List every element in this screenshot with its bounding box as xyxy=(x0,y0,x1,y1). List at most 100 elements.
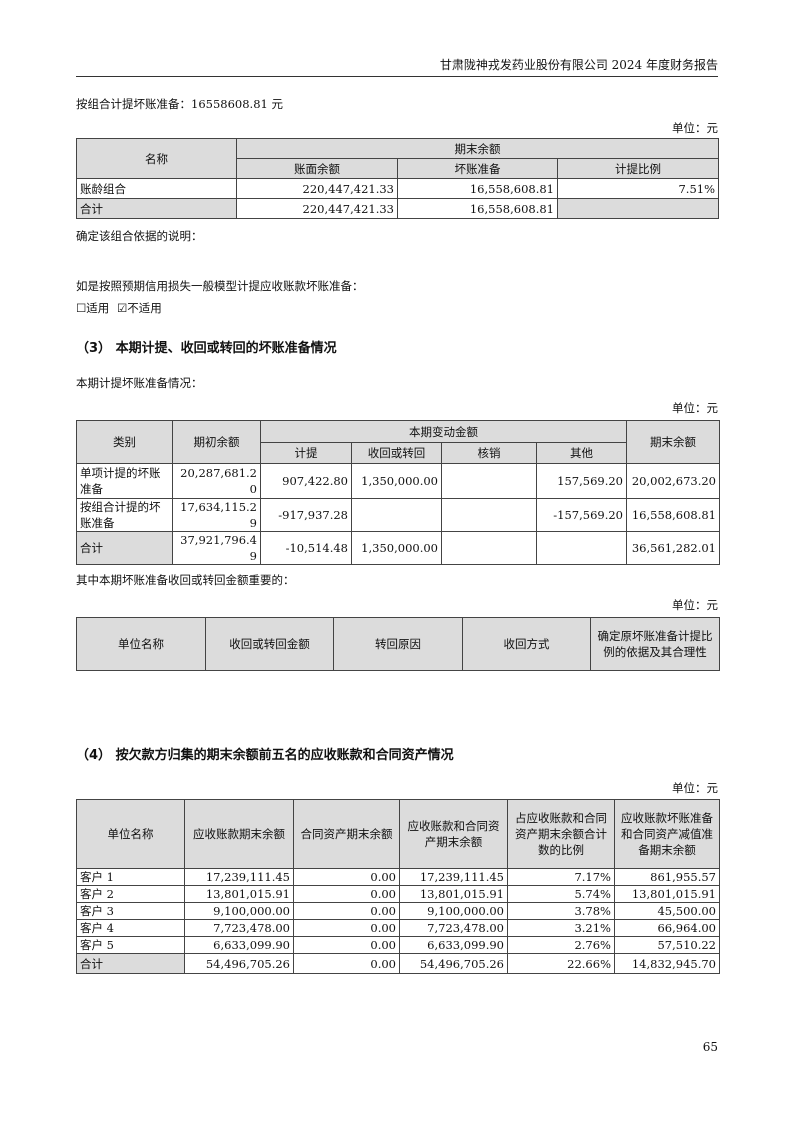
sub-header: 收回或转回 xyxy=(351,442,442,464)
cell xyxy=(351,498,442,532)
cell: 3.78% xyxy=(507,902,615,920)
cell: 17,239,111.45 xyxy=(184,868,294,886)
row-label: 客户 3 xyxy=(76,902,185,920)
cell: 37,921,796.49 xyxy=(172,531,261,565)
important-note: 其中本期坏账准备收回或转回金额重要的： xyxy=(76,573,295,587)
bad-debt-change-table: 类别 期初余额 本期变动金额 期末余额 计提 收回或转回 核销 其他 单项计提的… xyxy=(76,420,720,565)
col-header: 应收账款和合同资产期末余额 xyxy=(399,799,508,869)
combination-table: 名称 期末余额 账面余额 坏账准备 计提比例 账龄组合 220,447,421.… xyxy=(76,138,720,219)
cell: 7.17% xyxy=(507,868,615,886)
cell: 9,100,000.00 xyxy=(184,902,294,920)
row-label: 合计 xyxy=(76,953,185,974)
row-label: 单项计提的坏账准备 xyxy=(76,463,173,499)
col-header: 确定原坏账准备计提比例的依据及其合理性 xyxy=(590,617,720,671)
table-row: 客户 1 17,239,111.45 0.00 17,239,111.45 7.17% 8… xyxy=(76,868,720,886)
col-header: 收回方式 xyxy=(462,617,591,671)
cell: 45,500.00 xyxy=(614,902,720,920)
cell: 账龄组合 xyxy=(76,178,237,199)
cell: 2.76% xyxy=(507,936,615,954)
col-header: 转回原因 xyxy=(333,617,463,671)
cell: 0.00 xyxy=(293,936,400,954)
table-row: 单项计提的坏账准备 20,287,681.20 907,422.80 1,350,00… xyxy=(76,463,720,499)
table-row: 客户 2 13,801,015.91 0.00 13,801,015.91 5.74% 1… xyxy=(76,885,720,903)
sub-header: 计提 xyxy=(260,442,352,464)
table-row: 客户 5 6,633,099.90 0.00 6,633,099.90 2.76% 57,… xyxy=(76,936,720,954)
cell: 0.00 xyxy=(293,953,400,974)
col-header: 账面余额 xyxy=(236,158,398,179)
cell: -157,569.20 xyxy=(536,498,627,532)
cell: 20,287,681.20 xyxy=(172,463,261,499)
category-header: 类别 xyxy=(76,420,173,464)
cell: 220,447,421.33 xyxy=(236,178,398,199)
col-header: 占应收账款和合同资产期末余额合计数的比例 xyxy=(507,799,615,869)
cell: 1,350,000.00 xyxy=(351,531,442,565)
cell: 17,634,115.29 xyxy=(172,498,261,532)
cell xyxy=(441,498,537,532)
table-row: 按组合计提的坏账准备 17,634,115.29 -917,937.28 -157,5… xyxy=(76,498,720,532)
col-header: 合同资产期末余额 xyxy=(293,799,400,869)
applicable-checkbox: ☐适用 xyxy=(76,301,110,315)
cell: 861,955.57 xyxy=(614,868,720,886)
cell: 54,496,705.26 xyxy=(399,953,508,974)
cell: -917,937.28 xyxy=(260,498,352,532)
cell: -10,514.48 xyxy=(260,531,352,565)
section-3-title: （3） 本期计提、收回或转回的坏账准备情况 xyxy=(76,341,337,356)
cell: 7.51% xyxy=(556,178,720,199)
section-3-subtitle: 本期计提坏账准备情况： xyxy=(76,376,203,390)
cell: 16,558,608.81 xyxy=(397,198,558,219)
row-label: 客户 5 xyxy=(76,936,185,954)
cell xyxy=(556,198,720,219)
ecl-options: ☐适用 ☑不适用 xyxy=(76,300,162,316)
ecl-note: 如是按照预期信用损失一般模型计提应收账款坏账准备： xyxy=(76,279,364,293)
unit-label: 单位：元 xyxy=(672,598,718,612)
section-4-title: （4） 按欠款方归集的期末余额前五名的应收账款和合同资产情况 xyxy=(76,748,454,763)
unit-label: 单位：元 xyxy=(672,781,718,795)
cell: 57,510.22 xyxy=(614,936,720,954)
sub-header: 其他 xyxy=(536,442,627,464)
cell: 16,558,608.81 xyxy=(626,498,720,532)
basis-note: 确定该组合依据的说明： xyxy=(76,229,203,243)
not-applicable-checkbox: ☑不适用 xyxy=(116,301,162,315)
unit-label: 单位：元 xyxy=(672,121,718,135)
cell: 220,447,421.33 xyxy=(236,198,398,219)
cell: 13,801,015.91 xyxy=(614,885,720,903)
cell: 0.00 xyxy=(293,919,400,937)
intro-text: 按组合计提坏账准备：16558608.81 元 xyxy=(76,97,283,111)
cell: 20,002,673.20 xyxy=(626,463,720,499)
cell: 13,801,015.91 xyxy=(184,885,294,903)
cell: 157,569.20 xyxy=(536,463,627,499)
col-header: 坏账准备 xyxy=(397,158,558,179)
cell: 22.66% xyxy=(507,953,615,974)
cell xyxy=(441,531,537,565)
cell: 3.21% xyxy=(507,919,615,937)
row-label: 合计 xyxy=(76,531,173,565)
cell: 1,350,000.00 xyxy=(351,463,442,499)
unit-label: 单位：元 xyxy=(672,401,718,415)
opening-header: 期初余额 xyxy=(172,420,261,464)
cell: 66,964.00 xyxy=(614,919,720,937)
col-header: 收回或转回金额 xyxy=(205,617,334,671)
cell xyxy=(536,531,627,565)
table-row: 客户 3 9,100,000.00 0.00 9,100,000.00 3.78% 45,… xyxy=(76,902,720,920)
name-header: 名称 xyxy=(76,138,237,179)
table-row: 合计 37,921,796.49 -10,514.48 1,350,000.00 36,… xyxy=(76,531,720,565)
cell: 36,561,282.01 xyxy=(626,531,720,565)
cell: 0.00 xyxy=(293,902,400,920)
row-label: 客户 1 xyxy=(76,868,185,886)
col-header: 单位名称 xyxy=(76,799,185,869)
cell: 54,496,705.26 xyxy=(184,953,294,974)
sub-header: 核销 xyxy=(441,442,537,464)
change-header: 本期变动金额 xyxy=(260,420,627,443)
cell: 0.00 xyxy=(293,868,400,886)
cell: 6,633,099.90 xyxy=(399,936,508,954)
col-header: 计提比例 xyxy=(556,158,720,179)
col-header: 单位名称 xyxy=(76,617,206,671)
cell xyxy=(441,463,537,499)
table-row: 合计 220,447,421.33 16,558,608.81 xyxy=(76,198,720,219)
cell: 7,723,478.00 xyxy=(184,919,294,937)
top-five-table: 单位名称 应收账款期末余额 合同资产期末余额 应收账款和合同资产期末余额 占应收… xyxy=(76,799,720,974)
cell: 907,422.80 xyxy=(260,463,352,499)
table-row: 账龄组合 220,447,421.33 16,558,608.81 7.51% xyxy=(76,178,720,199)
cell: 17,239,111.45 xyxy=(399,868,508,886)
